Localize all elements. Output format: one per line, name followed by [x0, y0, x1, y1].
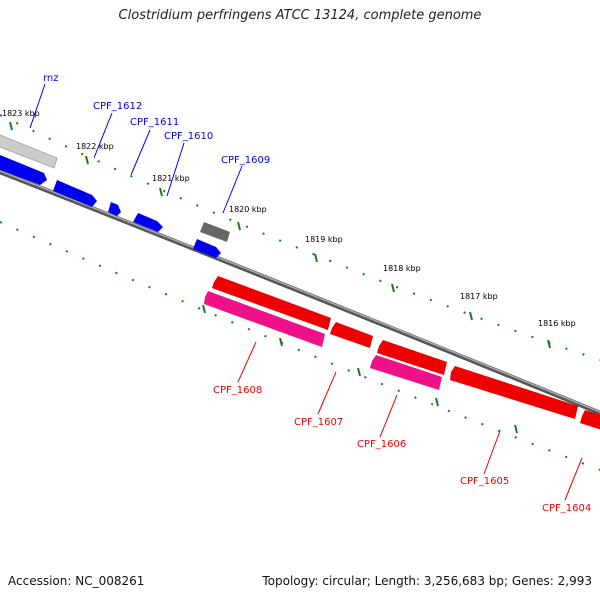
tick-label: 1819 kbp: [305, 235, 343, 244]
tick-label: 1817 kbp: [460, 292, 498, 301]
tick-label: 1820 kbp: [229, 205, 267, 214]
reverse-genes: [204, 276, 600, 431]
forward-gene-labels: rnz CPF_1612 CPF_1611 CPF_1610 CPF_1609: [43, 73, 270, 166]
gene-cpf-1611[interactable]: [108, 202, 121, 216]
gene-label-cpf-1611: CPF_1611: [130, 117, 179, 128]
outer-minor-ticks: [0, 114, 600, 361]
gene-label-rnz: rnz: [43, 73, 59, 84]
tick-label: 1821 kbp: [152, 174, 190, 183]
gene-cpf-1606[interactable]: [370, 355, 442, 390]
reverse-gene-labels: CPF_1608 CPF_1607 CPF_1606 CPF_1605 CPF_…: [213, 385, 591, 514]
gene-label-cpf-1605: CPF_1605: [460, 476, 509, 487]
gene-cpf-1608[interactable]: [204, 291, 325, 347]
gene-label-cpf-1604: CPF_1604: [542, 503, 591, 514]
accession-text: Accession: NC_008261: [8, 574, 145, 588]
gene-cpf-1606a[interactable]: [377, 340, 447, 375]
gene-label-cpf-1612: CPF_1612: [93, 101, 142, 112]
gene-label-cpf-1609: CPF_1609: [221, 155, 270, 166]
reverse-leader-lines: [237, 341, 583, 501]
genome-info-text: Topology: circular; Length: 3,256,683 bp…: [262, 574, 592, 588]
map-title: Clostridium perfringens ATCC 13124, comp…: [118, 8, 482, 23]
outer-tick-ring: [0, 114, 600, 361]
gene-cpf-1610[interactable]: [133, 213, 163, 232]
genome-backbone: [0, 169, 600, 416]
tick-label: 1818 kbp: [383, 264, 421, 273]
tick-label: 1822 kbp: [76, 142, 114, 151]
gene-rnz[interactable]: [0, 133, 58, 169]
major-ticks: [9, 121, 551, 434]
gene-cpf-1609[interactable]: [200, 222, 230, 242]
forward-leader-lines: [29, 83, 243, 214]
inner-minor-ticks: [0, 221, 600, 471]
gene-label-cpf-1610: CPF_1610: [164, 131, 213, 142]
gene-label-cpf-1608: CPF_1608: [213, 385, 262, 396]
gene-cpf-1608a[interactable]: [212, 276, 331, 330]
gene-cpf-1612a[interactable]: [0, 153, 47, 185]
forward-genes: [0, 133, 230, 258]
gene-cpf-1607[interactable]: [330, 322, 373, 348]
tick-label: 1823 kbp: [2, 109, 40, 118]
gene-cpf-1609b[interactable]: [193, 239, 221, 258]
tick-label: 1816 kbp: [538, 319, 576, 328]
genome-backbone-highlight: [0, 170, 600, 413]
gene-cpf-1604[interactable]: [580, 410, 600, 431]
gene-cpf-1605[interactable]: [450, 366, 578, 419]
gene-cpf-1612[interactable]: [53, 180, 97, 207]
gene-label-cpf-1607: CPF_1607: [294, 417, 343, 428]
tick-labels: 1823 kbp 1822 kbp 1821 kbp 1820 kbp 1819…: [2, 109, 576, 328]
gene-label-cpf-1606: CPF_1606: [357, 439, 406, 450]
inner-tick-ring: [0, 221, 600, 471]
